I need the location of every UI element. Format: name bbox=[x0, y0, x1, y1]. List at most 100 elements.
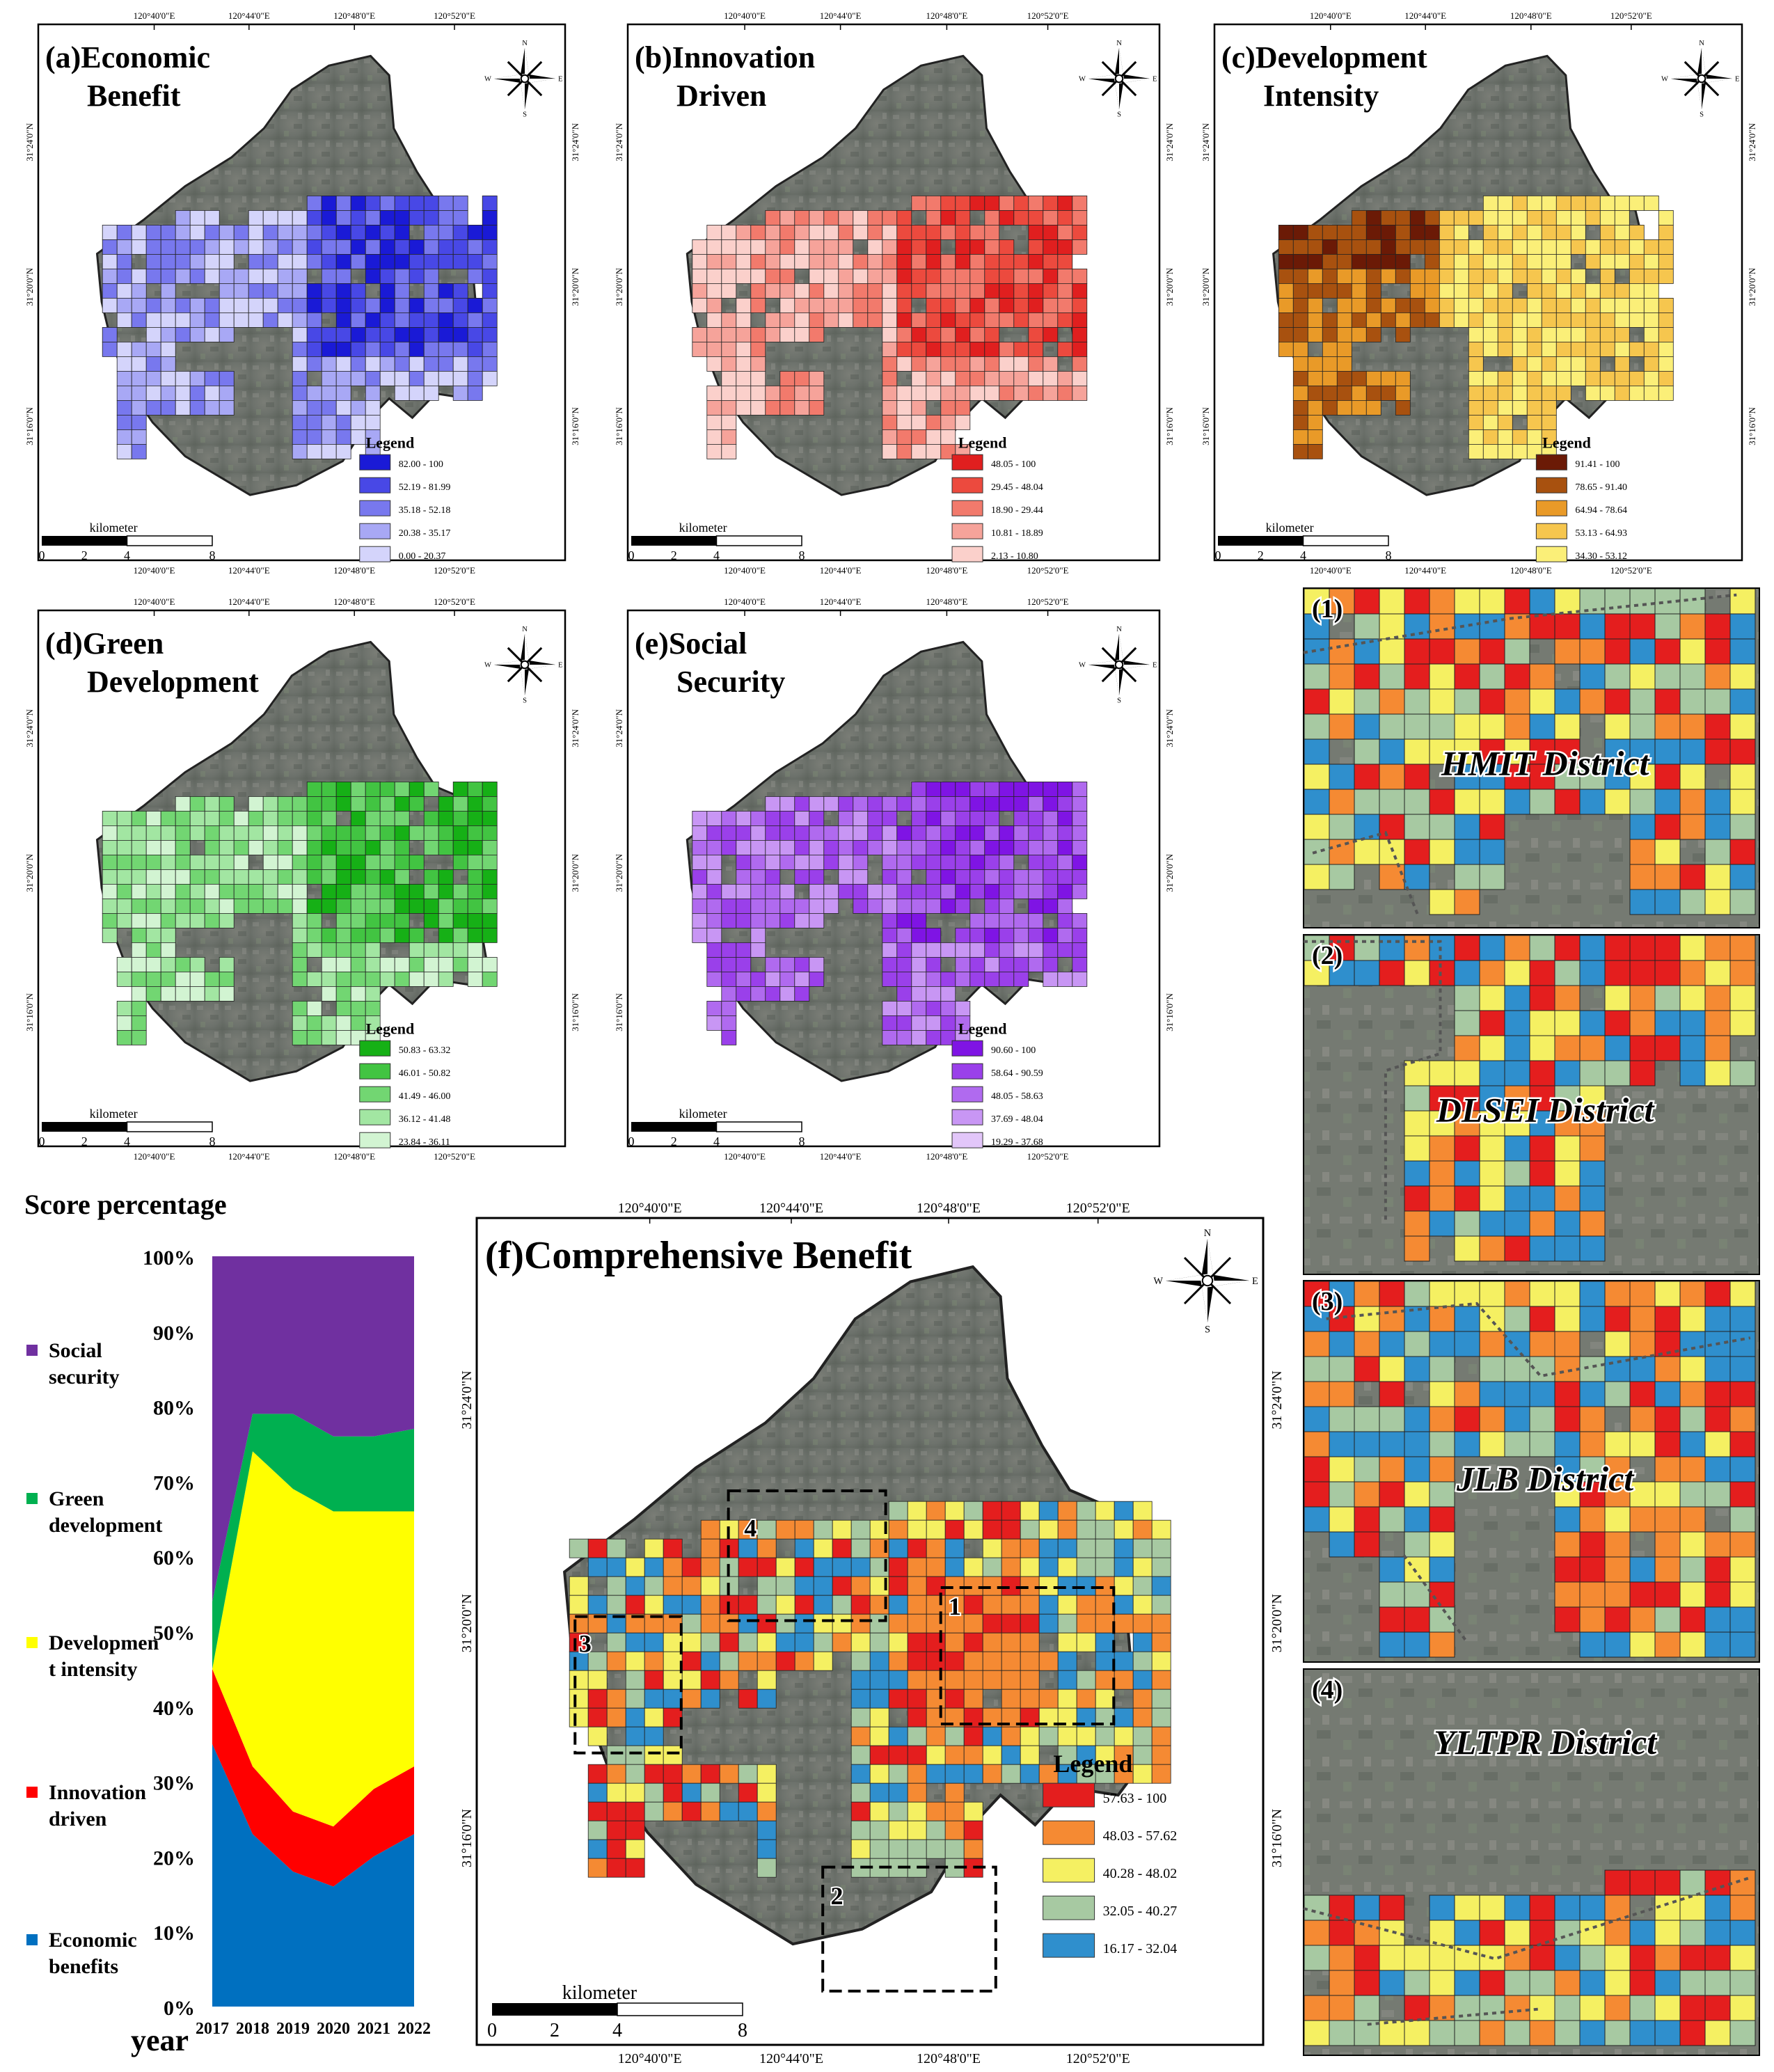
legend-swatch bbox=[951, 1063, 983, 1080]
grid-cell bbox=[1307, 239, 1323, 255]
grid-cell bbox=[926, 444, 942, 459]
grid-cell bbox=[896, 400, 912, 416]
grid-cell bbox=[911, 796, 927, 812]
grid-cell bbox=[1013, 825, 1029, 841]
grid-cell bbox=[102, 899, 118, 914]
grid-cell bbox=[984, 942, 1000, 958]
grid-cell bbox=[955, 400, 971, 416]
grid-cell bbox=[452, 371, 468, 386]
grid-cell bbox=[292, 283, 308, 299]
grid-cell bbox=[911, 415, 927, 430]
grid-cell bbox=[888, 1726, 908, 1746]
grid-cell bbox=[1529, 1281, 1555, 1307]
grid-cell bbox=[409, 884, 425, 899]
grid-cell bbox=[984, 855, 1000, 870]
grid-cell bbox=[736, 326, 752, 342]
grid-cell bbox=[1409, 268, 1425, 284]
grid-cell bbox=[984, 899, 1000, 914]
grid-cell bbox=[1429, 2020, 1455, 2046]
grid-cell bbox=[1679, 1431, 1706, 1457]
coord-bottom: 120°52'0"E bbox=[1027, 1151, 1069, 1162]
grid-cell bbox=[131, 825, 147, 841]
grid-cell bbox=[1380, 371, 1396, 386]
grid-cell bbox=[1654, 1406, 1681, 1432]
grid-cell bbox=[809, 224, 825, 240]
grid-cell bbox=[750, 326, 766, 342]
grid-cell bbox=[999, 371, 1015, 386]
grid-cell bbox=[131, 942, 147, 958]
grid-cell bbox=[926, 209, 942, 226]
grid-cell bbox=[984, 209, 1000, 226]
grid-cell bbox=[1454, 1010, 1480, 1036]
grid-cell bbox=[955, 855, 971, 870]
grid-cell bbox=[1504, 764, 1530, 790]
grid-cell bbox=[1329, 1506, 1355, 1533]
grid-cell bbox=[1604, 1945, 1631, 1971]
study-area-box-3 bbox=[573, 1615, 683, 1755]
grid-cell bbox=[292, 811, 308, 826]
grid-cell bbox=[423, 884, 439, 899]
grid-cell bbox=[175, 253, 191, 269]
legend-swatch bbox=[1043, 1895, 1095, 1920]
grid-cell bbox=[1151, 1670, 1171, 1690]
grid-cell bbox=[482, 957, 498, 972]
grid-cell bbox=[145, 957, 161, 972]
grid-cell bbox=[706, 429, 722, 445]
grid-cell bbox=[1504, 935, 1530, 961]
grid-cell bbox=[1365, 400, 1381, 416]
grid-cell bbox=[1057, 1595, 1077, 1615]
legend-class-label: 46.01 - 50.82 bbox=[399, 1068, 451, 1079]
grid-cell bbox=[1292, 356, 1308, 372]
grid-cell bbox=[869, 1689, 889, 1709]
grid-cell bbox=[335, 869, 351, 885]
grid-cell bbox=[757, 1651, 777, 1671]
grid-cell bbox=[1658, 253, 1674, 269]
legend-label-line1: Economic bbox=[49, 1929, 137, 1952]
grid-cell bbox=[379, 297, 395, 313]
coord-top: 120°52'0"E bbox=[1066, 1201, 1130, 1216]
coord-top: 120°40'0"E bbox=[134, 596, 175, 607]
grid-cell bbox=[1429, 1356, 1455, 1382]
grid-cell bbox=[1555, 209, 1571, 226]
grid-cell bbox=[145, 253, 161, 269]
grid-cell bbox=[700, 1538, 720, 1558]
grid-cell bbox=[955, 341, 971, 357]
grid-cell bbox=[1658, 312, 1674, 328]
grid-cell bbox=[1729, 738, 1756, 765]
grid-cell bbox=[984, 239, 1000, 255]
grid-cell bbox=[1599, 326, 1615, 342]
grid-cell bbox=[292, 415, 308, 430]
grid-cell bbox=[1504, 663, 1530, 690]
legend-class-label: 10.81 - 18.89 bbox=[991, 528, 1043, 539]
grid-cell bbox=[765, 283, 781, 299]
grid-cell bbox=[131, 429, 147, 445]
grid-cell bbox=[292, 268, 308, 284]
compass-s: S bbox=[1117, 111, 1121, 119]
grid-cell bbox=[350, 356, 366, 372]
grid-cell bbox=[1479, 839, 1505, 865]
grid-cell bbox=[452, 356, 468, 372]
scale-tick: 4 bbox=[124, 548, 130, 562]
grid-cell bbox=[1504, 638, 1530, 665]
grid-cell bbox=[1579, 1110, 1606, 1137]
grid-cell bbox=[394, 913, 410, 928]
grid-cell bbox=[262, 884, 278, 899]
grid-cell bbox=[926, 942, 942, 958]
grid-cell bbox=[896, 986, 912, 1002]
grid-cell bbox=[1028, 884, 1044, 899]
grid-cell bbox=[204, 224, 220, 240]
grid-cell bbox=[1151, 1519, 1171, 1540]
grid-cell bbox=[1429, 935, 1455, 961]
legend-class-label: 2.13 - 10.80 bbox=[991, 551, 1038, 562]
grid-cell bbox=[1304, 1945, 1330, 1971]
grid-cell bbox=[692, 884, 708, 899]
grid-cell bbox=[1151, 1651, 1171, 1671]
grid-cell bbox=[809, 796, 825, 812]
grid-cell bbox=[926, 429, 942, 445]
grid-cell bbox=[1704, 985, 1731, 1011]
grid-cell bbox=[292, 869, 308, 885]
grid-cell bbox=[116, 415, 132, 430]
grid-cell bbox=[1599, 297, 1615, 313]
grid-cell bbox=[1304, 663, 1330, 690]
